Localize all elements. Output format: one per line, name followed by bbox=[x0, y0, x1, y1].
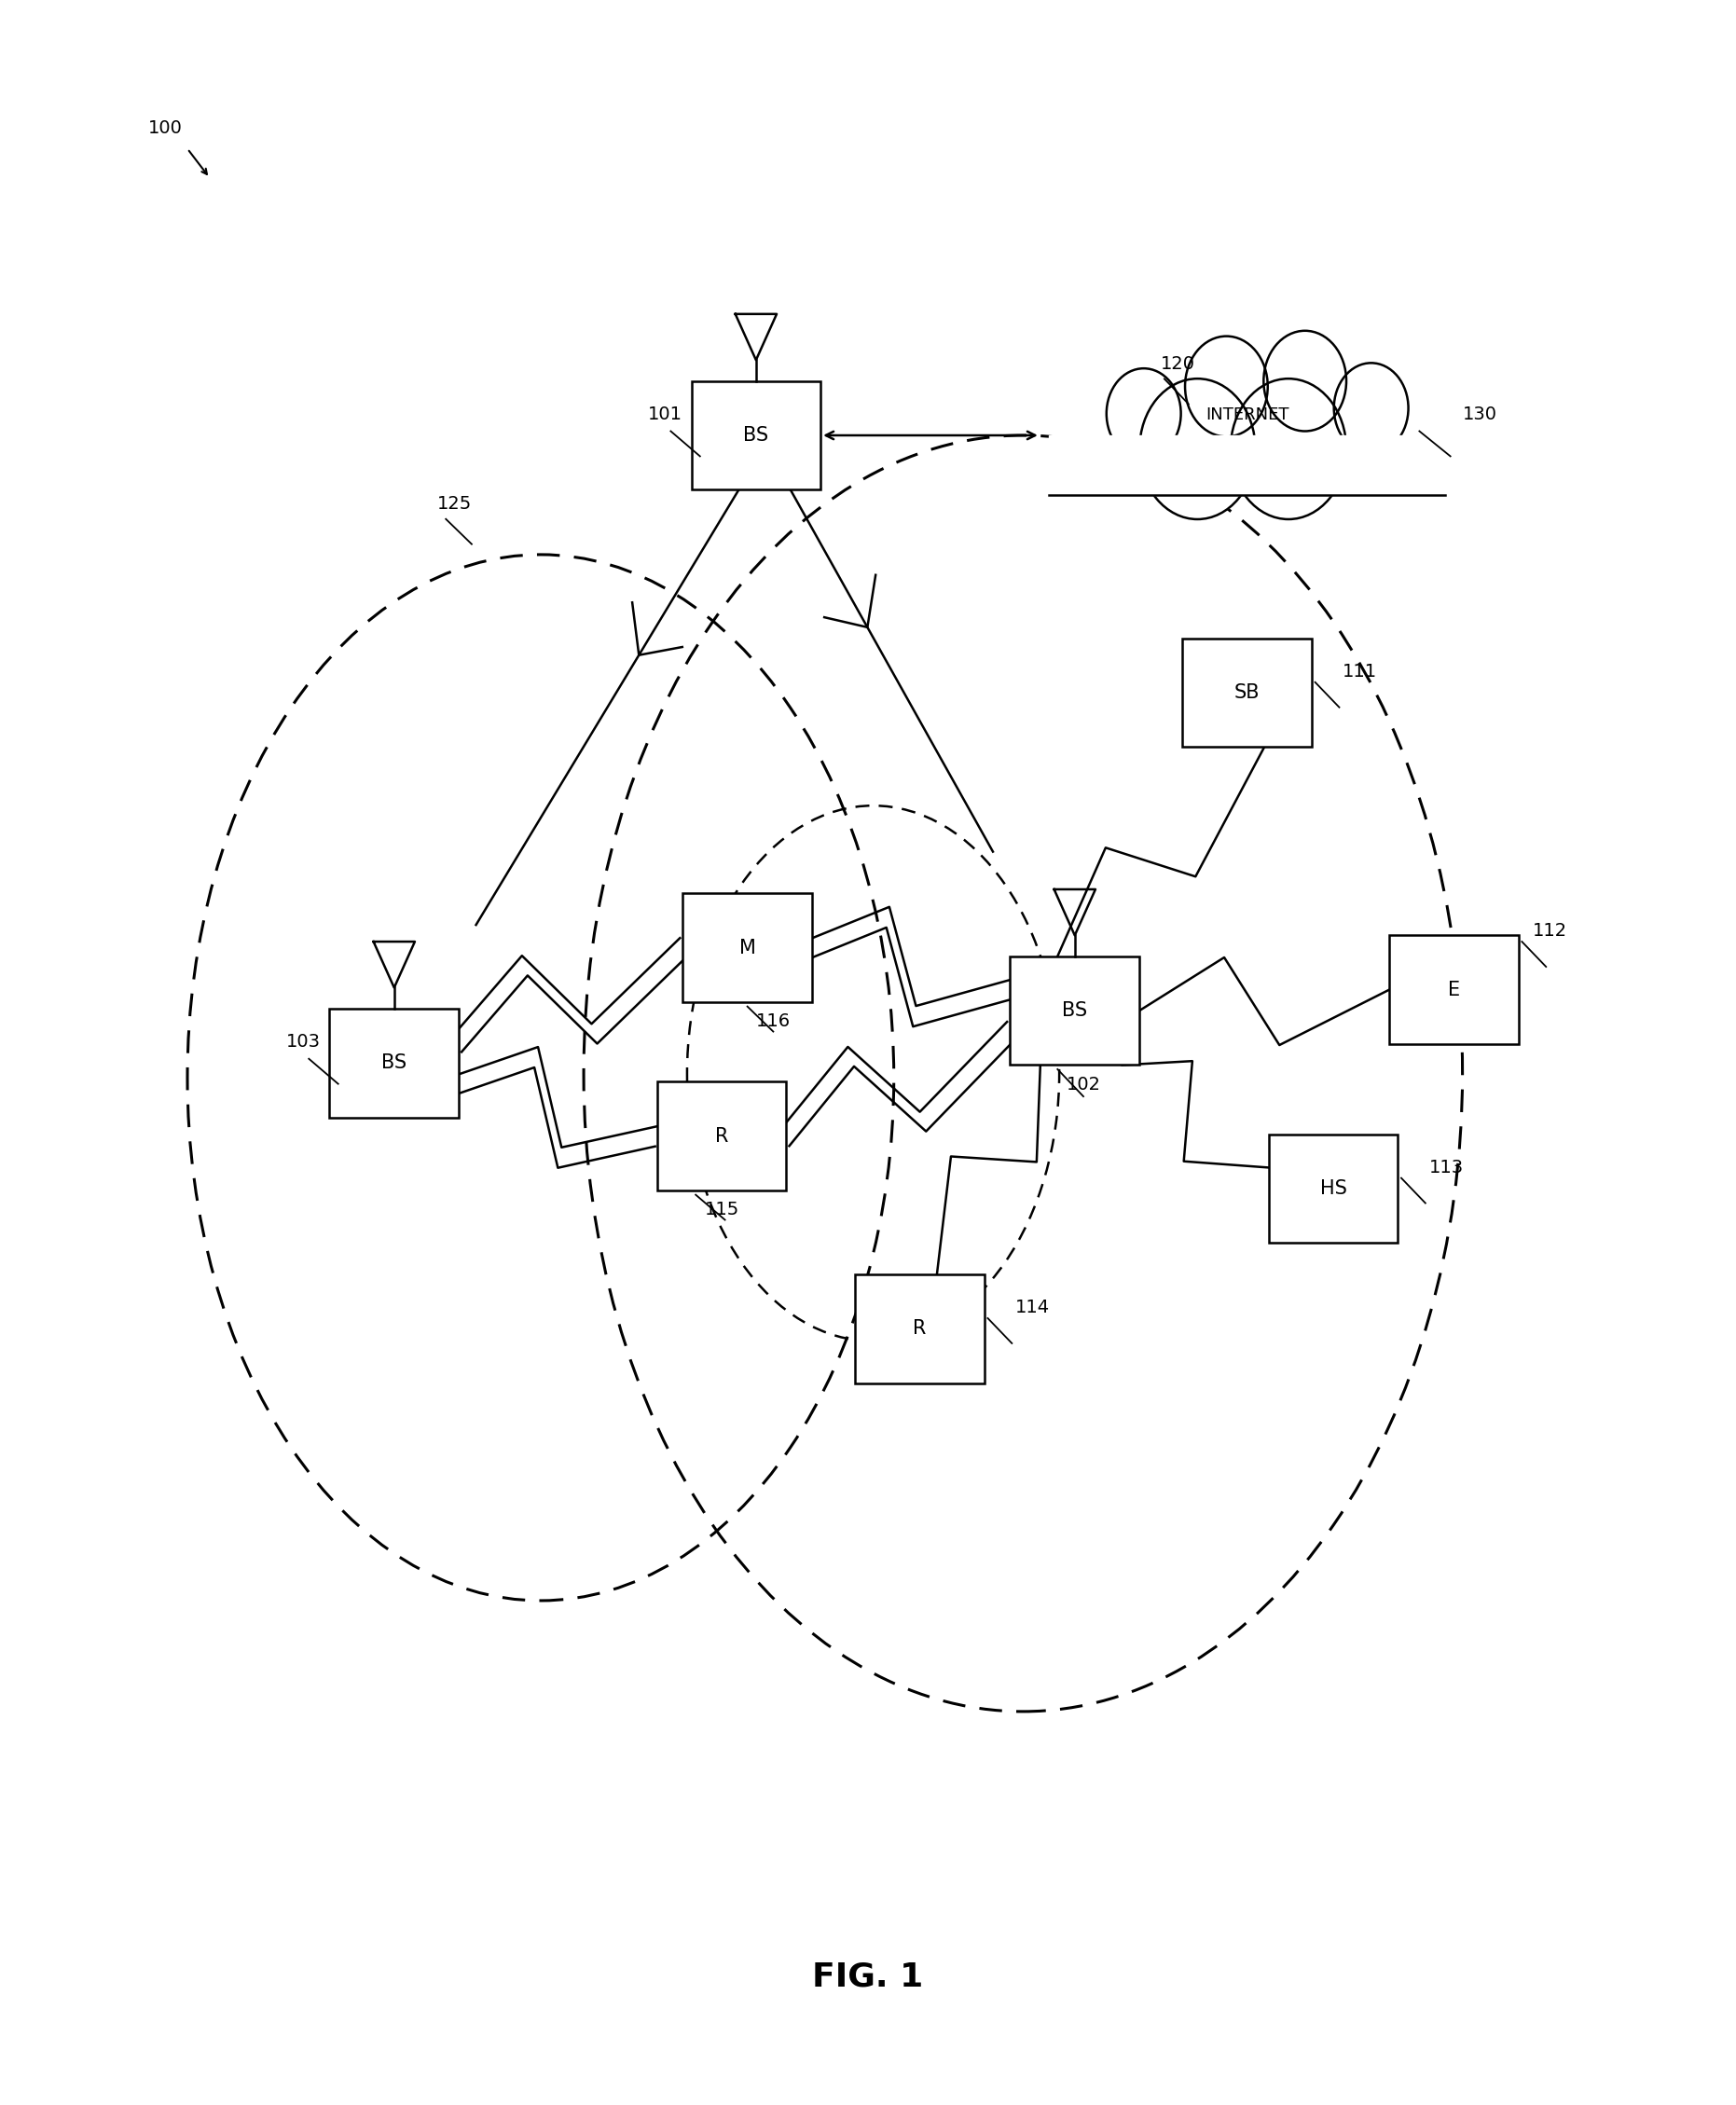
Bar bbox=[1269, 1135, 1397, 1242]
Text: 102: 102 bbox=[1066, 1076, 1101, 1092]
Text: 112: 112 bbox=[1533, 922, 1568, 941]
Text: 100: 100 bbox=[148, 120, 182, 137]
Bar bbox=[691, 381, 821, 490]
Bar bbox=[1010, 956, 1139, 1065]
Text: BS: BS bbox=[1062, 1002, 1087, 1021]
Text: 113: 113 bbox=[1429, 1158, 1463, 1177]
Circle shape bbox=[1186, 337, 1267, 436]
Text: R: R bbox=[913, 1320, 927, 1339]
Text: BS: BS bbox=[382, 1055, 406, 1071]
Bar bbox=[1049, 436, 1446, 495]
Text: 101: 101 bbox=[648, 406, 682, 423]
Bar bbox=[656, 1082, 786, 1191]
Text: 103: 103 bbox=[286, 1034, 321, 1050]
Circle shape bbox=[1264, 330, 1347, 432]
Text: M: M bbox=[740, 939, 755, 958]
Circle shape bbox=[1106, 368, 1180, 459]
Bar bbox=[1182, 638, 1312, 747]
Text: 111: 111 bbox=[1342, 663, 1377, 680]
Text: 125: 125 bbox=[437, 495, 472, 514]
Text: R: R bbox=[715, 1126, 727, 1145]
Bar bbox=[682, 893, 812, 1002]
Text: 120: 120 bbox=[1161, 356, 1196, 373]
Text: E: E bbox=[1448, 981, 1460, 1000]
Text: INTERNET: INTERNET bbox=[1205, 406, 1288, 423]
Bar bbox=[1389, 935, 1519, 1044]
Text: SB: SB bbox=[1234, 684, 1260, 701]
Text: BS: BS bbox=[743, 425, 769, 444]
Text: 116: 116 bbox=[755, 1013, 790, 1031]
Bar bbox=[856, 1274, 984, 1383]
Bar bbox=[330, 1008, 458, 1118]
Text: 114: 114 bbox=[1016, 1299, 1050, 1316]
Text: 115: 115 bbox=[705, 1202, 740, 1219]
Circle shape bbox=[1231, 379, 1347, 520]
Text: FIG. 1: FIG. 1 bbox=[812, 1962, 924, 1993]
Circle shape bbox=[1139, 379, 1255, 520]
Text: 130: 130 bbox=[1462, 406, 1496, 423]
Text: HS: HS bbox=[1319, 1179, 1347, 1198]
Circle shape bbox=[1333, 362, 1408, 453]
